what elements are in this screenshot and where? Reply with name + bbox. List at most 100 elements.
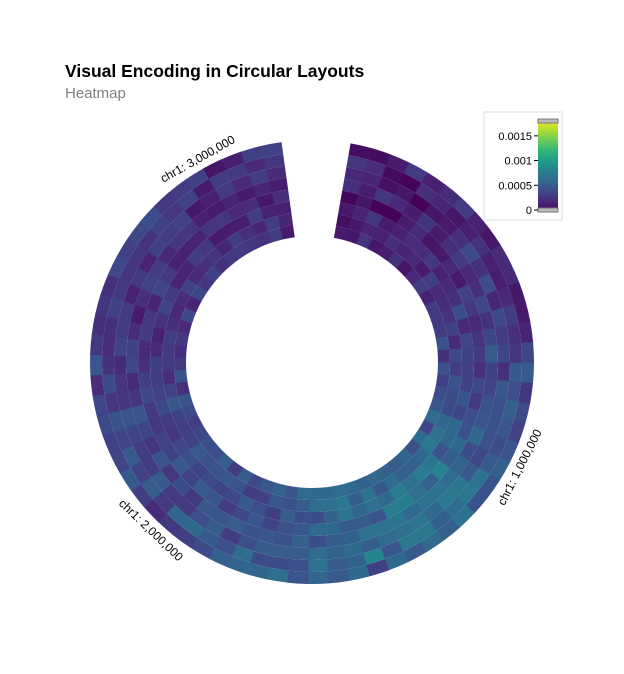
heatmap-cell	[308, 547, 327, 560]
heatmap-cell	[388, 194, 410, 214]
heatmap-cell	[162, 483, 184, 506]
heatmap-cell	[187, 266, 206, 286]
legend-min-handle[interactable]	[537, 207, 559, 213]
heatmap-cell	[150, 469, 172, 492]
heatmap-cell	[479, 311, 495, 331]
heatmap-cell	[271, 482, 287, 498]
heatmap-cell	[444, 320, 460, 338]
heatmap-cell	[367, 147, 391, 166]
heatmap-cell	[459, 332, 474, 349]
heatmap-cell	[183, 487, 204, 508]
heatmap-cell	[451, 504, 475, 528]
heatmap-cell	[157, 297, 175, 316]
heatmap-cell	[238, 224, 257, 242]
heatmap-cell	[215, 238, 234, 257]
heatmap-cell	[225, 515, 246, 534]
heatmap-cell	[494, 325, 510, 346]
heatmap-cell	[490, 244, 511, 269]
heatmap-cell	[255, 231, 272, 247]
heatmap-cell	[346, 155, 368, 172]
heatmap-cell	[445, 417, 463, 436]
heatmap-cell	[162, 356, 175, 372]
heatmap-cell	[240, 522, 262, 540]
heatmap-cell	[245, 511, 265, 529]
heatmap-cell	[485, 362, 498, 381]
heatmap-cell	[474, 294, 492, 315]
heatmap-cell	[159, 411, 176, 431]
heatmap-cell	[260, 204, 278, 220]
heatmap-cell	[90, 333, 104, 356]
color-legend: 0.0015 0.001 0.0005 0	[483, 111, 563, 221]
heatmap-cell	[496, 285, 515, 309]
heatmap-cell	[153, 191, 178, 215]
heatmap-cell	[418, 289, 436, 306]
heatmap-cell	[434, 412, 452, 431]
heatmap-cell	[199, 189, 222, 210]
legend-max-handle[interactable]	[537, 118, 559, 124]
heatmap-cell	[393, 184, 416, 204]
heatmap-cell	[336, 506, 355, 522]
heatmap-cell	[171, 437, 190, 457]
heatmap-cell	[423, 203, 445, 225]
heatmap-cell	[344, 167, 365, 183]
heatmap-cell	[483, 328, 498, 347]
heatmap-cell	[456, 482, 479, 506]
heatmap-cell	[421, 435, 439, 454]
heatmap-cell	[351, 205, 370, 222]
heatmap-cell	[359, 536, 381, 554]
heatmap-cell	[459, 461, 480, 484]
heatmap-cell	[250, 551, 272, 568]
heatmap-cell	[131, 404, 149, 425]
heatmap-cell	[227, 556, 251, 575]
heatmap-cell	[422, 252, 442, 272]
heatmap-cell	[236, 185, 257, 204]
heatmap-cell	[488, 434, 508, 458]
heatmap-cell	[440, 307, 457, 325]
heatmap-cell	[126, 338, 140, 357]
heatmap-cell	[198, 452, 217, 471]
heatmap-cell	[468, 467, 490, 491]
heatmap-cell	[323, 521, 342, 536]
heatmap-cell	[402, 203, 424, 223]
heatmap-cell	[169, 271, 188, 291]
heatmap-cell	[478, 473, 500, 498]
heatmap-cell	[197, 527, 220, 548]
heatmap-cell	[178, 392, 194, 409]
heatmap-cell	[401, 502, 423, 522]
heatmap-cell	[203, 159, 227, 180]
heatmap-cell	[440, 400, 457, 418]
heatmap-cell	[119, 407, 137, 429]
heatmap-cell	[90, 354, 103, 376]
heatmap-cell	[203, 517, 226, 538]
heatmap-cell	[438, 429, 457, 449]
heatmap-cell	[130, 266, 149, 289]
heatmap-cell	[211, 479, 231, 498]
heatmap-cell	[104, 392, 121, 414]
heatmap-cell	[163, 284, 181, 303]
heatmap-cell	[435, 294, 452, 313]
heatmap-cell	[140, 455, 161, 478]
heatmap-cell	[116, 390, 132, 411]
heatmap-cell	[173, 526, 198, 549]
heatmap-cell	[419, 531, 444, 553]
heatmap-cell	[355, 475, 372, 492]
heatmap-cell	[110, 449, 131, 474]
heatmap-cell	[444, 387, 460, 405]
heatmap-cell	[353, 513, 373, 531]
heatmap-cell	[333, 226, 349, 241]
heatmap-cell	[102, 354, 115, 375]
heatmap-cell	[271, 189, 290, 205]
heatmap-cell	[143, 499, 167, 523]
heatmap-cell	[159, 264, 178, 285]
heatmap-cell	[471, 330, 486, 348]
heatmap-cell	[212, 210, 233, 229]
heatmap-cell	[152, 278, 170, 299]
heatmap-cell	[308, 535, 327, 548]
heatmap-cell	[459, 376, 474, 393]
heatmap-cell	[221, 151, 246, 171]
heatmap-cell	[478, 273, 497, 296]
heatmap-cell	[384, 551, 409, 571]
heatmap-cell	[208, 461, 227, 480]
heatmap-cell	[117, 237, 138, 262]
heatmap-cell	[175, 381, 190, 396]
